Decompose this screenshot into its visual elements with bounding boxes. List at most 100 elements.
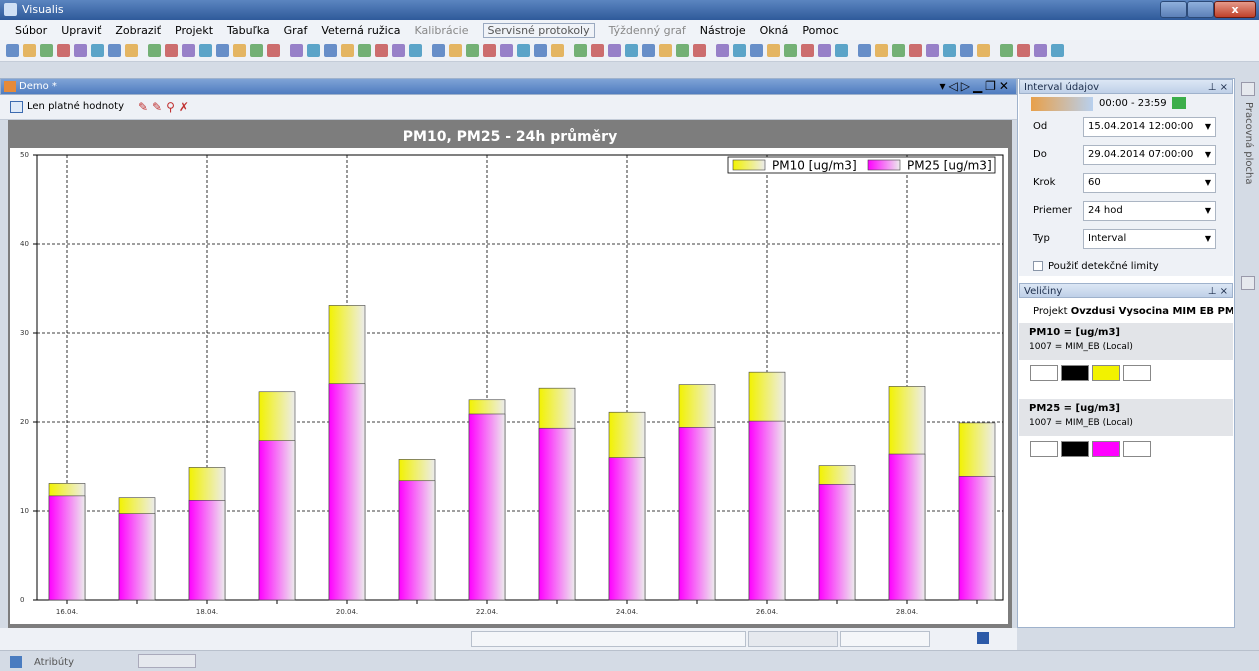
field-input[interactable]: 15.04.2014 12:00:00 ▼ — [1083, 117, 1216, 137]
toolbar-button[interactable] — [165, 44, 178, 57]
toolbar-button[interactable] — [909, 44, 922, 57]
scroll-track[interactable] — [471, 631, 746, 647]
strip-icon[interactable] — [1241, 82, 1255, 96]
toolbar-button[interactable] — [290, 44, 303, 57]
interval-icons[interactable] — [1031, 97, 1093, 111]
field-input[interactable]: Interval ▼ — [1083, 229, 1216, 249]
toolbar-button[interactable] — [625, 44, 638, 57]
toolbar-button[interactable] — [392, 44, 405, 57]
toolbar-button[interactable] — [267, 44, 280, 57]
toolbar-button[interactable] — [1000, 44, 1013, 57]
toolbar-button[interactable] — [818, 44, 831, 57]
menu-item[interactable]: Týždenný graf — [608, 23, 686, 37]
field-input[interactable]: 29.04.2014 07:00:00 ▼ — [1083, 145, 1216, 165]
toolbar-button[interactable] — [642, 44, 655, 57]
scroll-track[interactable] — [840, 631, 930, 647]
toolbar-button[interactable] — [534, 44, 547, 57]
toolbar-button[interactable] — [449, 44, 462, 57]
toolbar-button[interactable] — [591, 44, 604, 57]
field-input[interactable]: 24 hod ▼ — [1083, 201, 1216, 221]
doc-controls[interactable]: ▾◁▷▁❐✕ — [939, 79, 1012, 93]
toolbar-button[interactable] — [483, 44, 496, 57]
workspace-tab[interactable]: Pracovná plocha — [1243, 102, 1254, 185]
toolbar-button[interactable] — [926, 44, 939, 57]
toolbar-button[interactable] — [574, 44, 587, 57]
toolbar-button[interactable] — [960, 44, 973, 57]
maximize-button[interactable] — [1187, 1, 1214, 18]
menu-item[interactable]: Súbor — [15, 23, 48, 37]
quantity-toggle[interactable] — [1030, 441, 1058, 457]
toolbar-button[interactable] — [108, 44, 121, 57]
quantity-toggle[interactable] — [1061, 365, 1089, 381]
apply-icon[interactable] — [1172, 97, 1186, 109]
dropdown-arrow[interactable]: ▼ — [1204, 122, 1211, 131]
quantity-toggle[interactable] — [1061, 441, 1089, 457]
toolbar-button[interactable] — [216, 44, 229, 57]
toolbar-button[interactable] — [659, 44, 672, 57]
save-icon[interactable] — [977, 632, 989, 644]
toolbar-button[interactable] — [250, 44, 263, 57]
toolbar-button[interactable] — [125, 44, 138, 57]
menu-item[interactable]: Projekt — [175, 23, 214, 37]
quantity-toggle[interactable] — [1092, 365, 1120, 381]
toggle-icon[interactable] — [10, 101, 23, 113]
toolbar-button[interactable] — [608, 44, 621, 57]
toolbar-button[interactable] — [500, 44, 513, 57]
toolbar-button[interactable] — [750, 44, 763, 57]
dropdown-arrow[interactable]: ▼ — [1204, 150, 1211, 159]
toolbar-button[interactable] — [977, 44, 990, 57]
toolbar-button[interactable] — [733, 44, 746, 57]
toolbar-button[interactable] — [875, 44, 888, 57]
minimize-button[interactable] — [1160, 1, 1187, 18]
quantity-toggle[interactable] — [1123, 441, 1151, 457]
toolbar-button[interactable] — [341, 44, 354, 57]
toolbar-button[interactable] — [23, 44, 36, 57]
quantity-toggle[interactable] — [1030, 365, 1058, 381]
menu-item[interactable]: Okná — [759, 23, 789, 37]
menu-item[interactable]: Nástroje — [699, 23, 746, 37]
toolbar-button[interactable] — [307, 44, 320, 57]
toolbar-button[interactable] — [91, 44, 104, 57]
menu-item[interactable]: Graf — [283, 23, 308, 37]
quantity-toggle[interactable] — [1092, 441, 1120, 457]
toolbar-button[interactable] — [1034, 44, 1047, 57]
attributes-tab[interactable]: Atribúty — [34, 657, 74, 668]
toolbar-button[interactable] — [74, 44, 87, 57]
checkbox[interactable] — [1033, 261, 1043, 271]
toolbar-button[interactable] — [858, 44, 871, 57]
menu-item[interactable]: Kalibrácie — [414, 23, 469, 37]
toolbar-button[interactable] — [182, 44, 195, 57]
toolbar-button[interactable] — [693, 44, 706, 57]
valid-values-toggle[interactable]: Len platné hodnoty — [27, 101, 125, 112]
toolbar-button[interactable] — [6, 44, 19, 57]
toolbar-button[interactable] — [1051, 44, 1064, 57]
menu-item[interactable]: Pomoc — [802, 23, 839, 37]
menu-item[interactable]: Veterná ružica — [321, 23, 401, 37]
toolbar-button[interactable] — [517, 44, 530, 57]
toolbar-button[interactable] — [466, 44, 479, 57]
toolbar-button[interactable] — [716, 44, 729, 57]
toolbar-button[interactable] — [324, 44, 337, 57]
toolbar-button[interactable] — [40, 44, 53, 57]
field-input[interactable]: 60 ▼ — [1083, 173, 1216, 193]
tab-buttons[interactable] — [138, 654, 196, 668]
toolbar-button[interactable] — [148, 44, 161, 57]
toolbar-button[interactable] — [375, 44, 388, 57]
dropdown-arrow[interactable]: ▼ — [1204, 206, 1211, 215]
toolbar-button[interactable] — [432, 44, 445, 57]
menu-item[interactable]: Servisné protokoly — [482, 22, 595, 38]
dropdown-arrow[interactable]: ▼ — [1204, 178, 1211, 187]
menu-item[interactable]: Zobraziť — [115, 23, 162, 37]
toolbar-button[interactable] — [551, 44, 564, 57]
toolbar-button[interactable] — [358, 44, 371, 57]
toolbar-button[interactable] — [767, 44, 780, 57]
toolbar-button[interactable] — [233, 44, 246, 57]
toolbar-button[interactable] — [1017, 44, 1030, 57]
zoom-tools[interactable]: ✎✎⚲✗ — [138, 100, 193, 114]
dropdown-arrow[interactable]: ▼ — [1204, 234, 1211, 243]
menu-item[interactable]: Tabuľka — [227, 23, 270, 37]
close-button[interactable]: x — [1214, 1, 1256, 18]
toolbar-button[interactable] — [892, 44, 905, 57]
toolbar-button[interactable] — [199, 44, 212, 57]
scroll-thumb[interactable] — [748, 631, 838, 647]
